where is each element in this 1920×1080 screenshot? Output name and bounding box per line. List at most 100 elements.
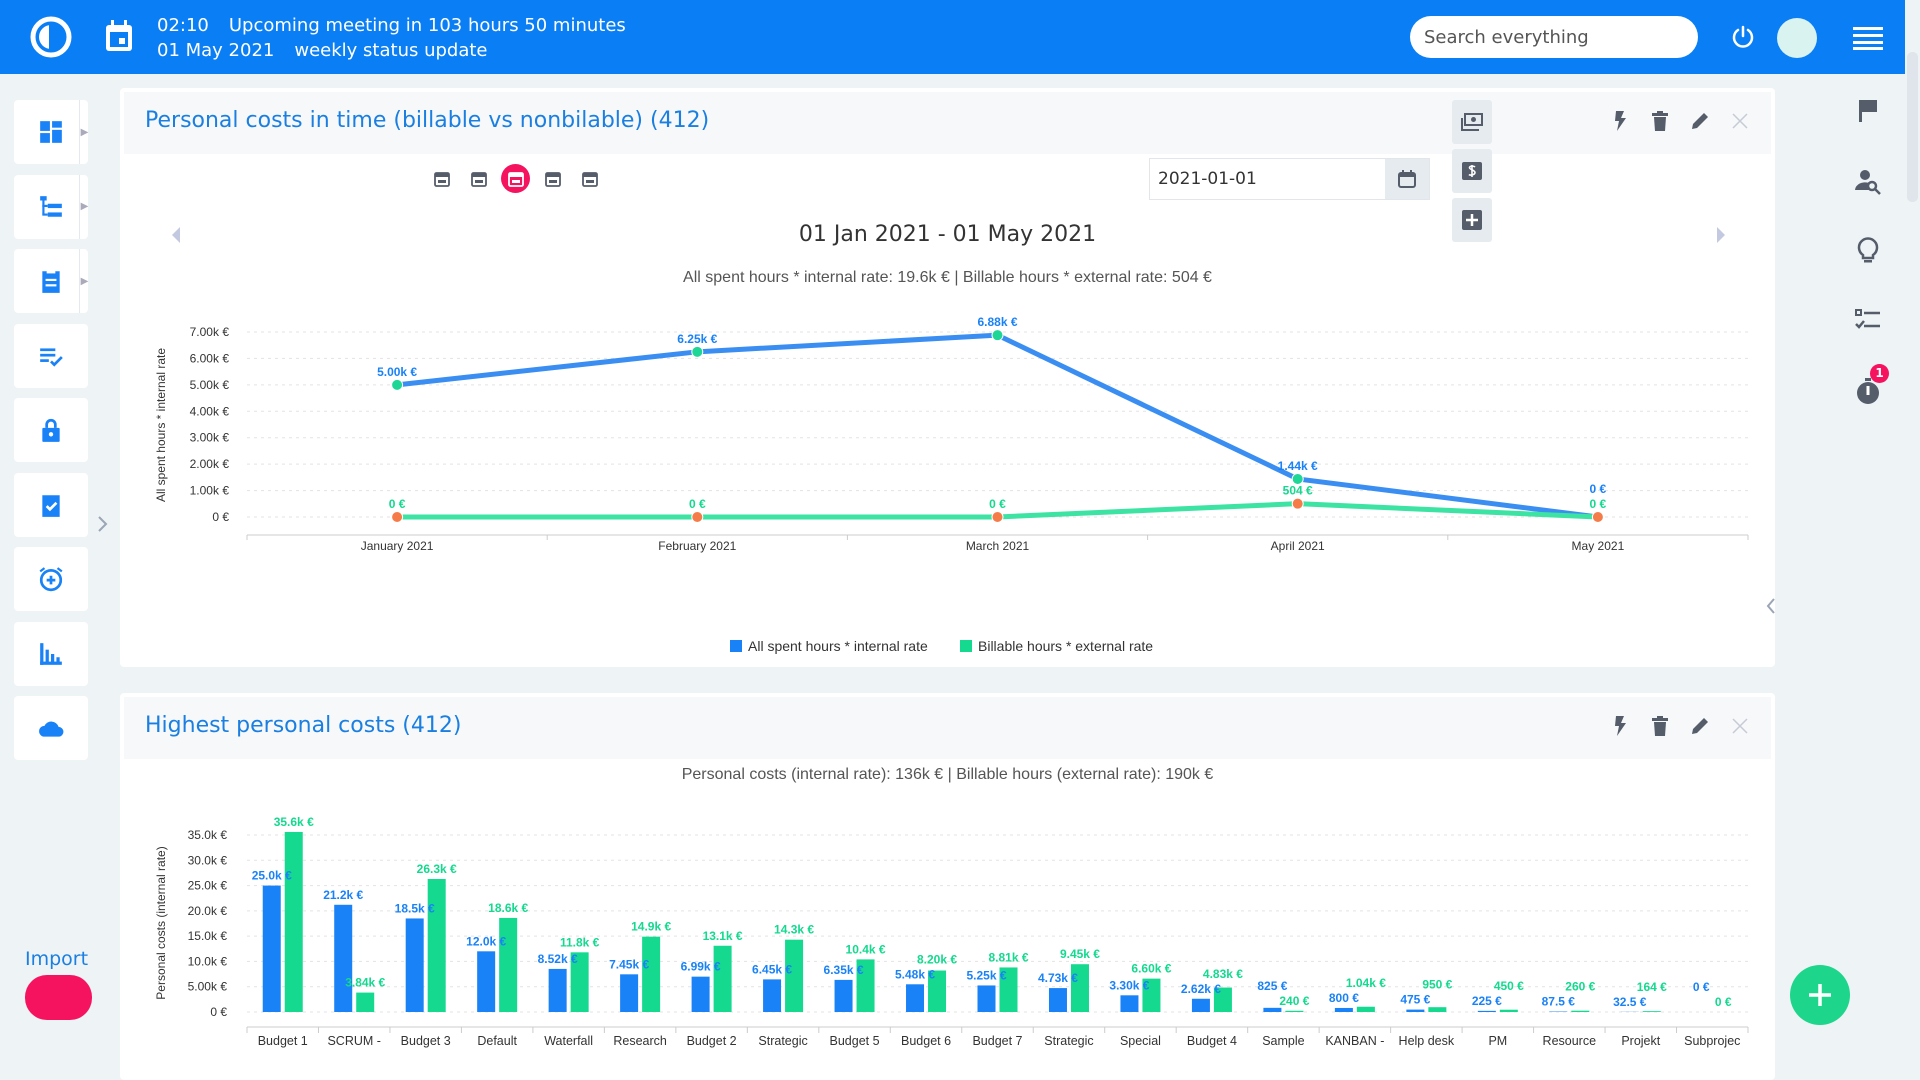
period-week-button[interactable] bbox=[464, 164, 493, 193]
cloud-icon bbox=[39, 721, 64, 737]
bar-data-label: 14.9k € bbox=[631, 920, 671, 934]
x-tick-label: Budget 7 bbox=[972, 1034, 1022, 1048]
dashboard-icon bbox=[40, 121, 62, 143]
y-tick-label: 20.0k € bbox=[188, 904, 228, 918]
sidebar-item-administration[interactable] bbox=[14, 398, 88, 462]
bar-chart: 0 € 5.00k € 10.0k € 15.0k € 20.0k € 25.0k € 30… bbox=[154, 815, 1749, 1048]
meeting-info[interactable]: 02:10 Upcoming meeting in 103 hours 50 mi… bbox=[157, 13, 646, 63]
scrollbar-track[interactable] bbox=[1905, 0, 1920, 1080]
checklist-icon[interactable] bbox=[1852, 304, 1884, 336]
bar-internal bbox=[620, 974, 639, 1012]
sidebar-item-dashboard[interactable]: ▶ bbox=[14, 100, 88, 164]
bar-data-label: 3.30k € bbox=[1109, 978, 1149, 992]
period-year-button[interactable] bbox=[575, 164, 604, 193]
bar-data-label: 6.60k € bbox=[1131, 962, 1171, 976]
bar-billable bbox=[1356, 1006, 1375, 1012]
data-label: 0 € bbox=[689, 497, 706, 511]
bar-data-label: 14.3k € bbox=[774, 923, 814, 937]
submenu-caret-icon[interactable]: ▶ bbox=[79, 100, 89, 164]
calendar-icon bbox=[581, 171, 598, 187]
sidebar-item-reminders[interactable] bbox=[14, 547, 88, 611]
flag-icon[interactable] bbox=[1852, 95, 1884, 127]
sidebar-item-checklist[interactable] bbox=[14, 323, 88, 388]
bar-billable bbox=[570, 952, 589, 1012]
sidebar-item-approvals[interactable] bbox=[14, 472, 88, 537]
period-quarter-button[interactable] bbox=[538, 164, 567, 193]
calendar-icon bbox=[470, 171, 487, 187]
chart-summary: All spent hours * internal rate: 19.6k €… bbox=[683, 269, 1212, 286]
x-tick-label: Budget 1 bbox=[258, 1034, 308, 1048]
sidebar-item-cloud[interactable] bbox=[14, 696, 88, 760]
submenu-caret-icon[interactable]: ▶ bbox=[79, 174, 89, 239]
money-stack-button[interactable] bbox=[1452, 100, 1492, 144]
y-tick-label: 6.00k € bbox=[190, 351, 230, 365]
y-axis-title: Personal costs (internal rate) bbox=[154, 846, 168, 999]
bar-billable bbox=[928, 970, 947, 1012]
timer-badge: 1 bbox=[1870, 364, 1889, 383]
bar-data-label: 3.84k € bbox=[345, 976, 385, 990]
chart-summary: Personal costs (internal rate): 136k € |… bbox=[681, 766, 1214, 783]
next-period-arrow-icon[interactable] bbox=[1715, 225, 1727, 245]
dollar-button[interactable] bbox=[1452, 149, 1492, 193]
import-button[interactable] bbox=[25, 975, 92, 1020]
pencil-icon[interactable] bbox=[1689, 110, 1711, 132]
sidebar-item-reports[interactable] bbox=[14, 621, 88, 686]
x-tick-label: Sample bbox=[1262, 1034, 1304, 1048]
close-icon[interactable] bbox=[1729, 110, 1751, 132]
close-icon[interactable] bbox=[1729, 715, 1751, 737]
bar-data-label: 450 € bbox=[1494, 979, 1524, 993]
bar-billable bbox=[999, 967, 1018, 1012]
avatar[interactable] bbox=[1777, 18, 1817, 58]
period-month-button[interactable] bbox=[501, 164, 530, 193]
add-fab-button[interactable] bbox=[1790, 965, 1850, 1025]
trash-icon[interactable] bbox=[1649, 110, 1671, 132]
lightning-icon[interactable] bbox=[1609, 715, 1631, 737]
collapse-arrow-icon[interactable] bbox=[1765, 596, 1777, 616]
bar-internal bbox=[1191, 998, 1210, 1012]
x-tick-label: Special bbox=[1120, 1034, 1161, 1048]
period-day-button[interactable] bbox=[427, 164, 456, 193]
bar-data-label: 6.99k € bbox=[681, 960, 721, 974]
pencil-icon[interactable] bbox=[1689, 715, 1711, 737]
power-icon[interactable] bbox=[1731, 25, 1755, 49]
lightning-icon[interactable] bbox=[1609, 110, 1631, 132]
calendar-icon[interactable] bbox=[104, 19, 134, 53]
trash-icon[interactable] bbox=[1649, 715, 1671, 737]
bar-internal bbox=[906, 984, 925, 1012]
hamburger-menu-icon[interactable] bbox=[1853, 26, 1883, 50]
x-tick-label: March 2021 bbox=[966, 539, 1030, 553]
data-point bbox=[1291, 472, 1304, 485]
previous-period-arrow-icon[interactable] bbox=[170, 225, 182, 245]
plus-icon bbox=[1809, 984, 1831, 1006]
lock-icon bbox=[42, 418, 60, 442]
bar-data-label: 0 € bbox=[1715, 995, 1732, 1009]
x-tick-label: KANBAN - bbox=[1325, 1034, 1384, 1048]
scrollbar-thumb[interactable] bbox=[1907, 52, 1918, 202]
personal-costs-in-time-widget: Personal costs in time (billable vs nonb… bbox=[120, 88, 1775, 667]
date-input[interactable] bbox=[1150, 159, 1385, 199]
logo-icon[interactable] bbox=[29, 15, 73, 59]
search-input[interactable] bbox=[1410, 16, 1698, 58]
user-search-icon[interactable] bbox=[1852, 166, 1884, 198]
submenu-caret-icon[interactable]: ▶ bbox=[79, 249, 89, 313]
x-tick-label: Subprojec bbox=[1684, 1034, 1740, 1048]
timer-icon[interactable] bbox=[1852, 374, 1884, 406]
x-tick-label: Strategic bbox=[758, 1034, 807, 1048]
bar-data-label: 87.5 € bbox=[1542, 995, 1576, 1009]
bar-internal bbox=[1334, 1007, 1353, 1012]
bar-data-label: 13.1k € bbox=[703, 929, 743, 943]
highest-personal-costs-widget: Highest personal costs (412) Personal co… bbox=[120, 693, 1775, 1080]
bar-data-label: 9.45k € bbox=[1060, 947, 1100, 961]
bar-internal bbox=[763, 979, 782, 1012]
sidebar-item-projects[interactable]: ▶ bbox=[14, 174, 89, 239]
expand-sidebar-chevron-icon[interactable] bbox=[96, 514, 110, 534]
lightbulb-icon[interactable] bbox=[1852, 234, 1884, 266]
bar-internal bbox=[834, 979, 853, 1012]
date-picker-calendar-button[interactable] bbox=[1385, 159, 1429, 199]
calendar-icon bbox=[507, 171, 524, 187]
add-button[interactable] bbox=[1452, 198, 1492, 242]
alarm-plus-icon bbox=[39, 567, 63, 592]
import-link[interactable]: Import bbox=[25, 948, 89, 970]
bar-data-label: 4.73k € bbox=[1038, 971, 1078, 985]
sidebar-item-tasks[interactable]: ▶ bbox=[14, 249, 88, 313]
